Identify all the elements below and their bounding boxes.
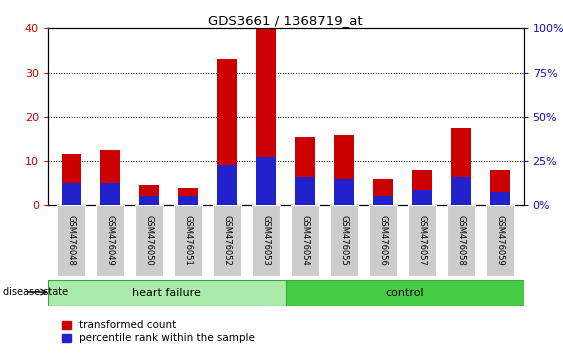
- Bar: [373, 179, 393, 205]
- Text: GSM476056: GSM476056: [379, 215, 388, 266]
- Bar: [178, 188, 198, 205]
- Bar: [101, 150, 120, 205]
- FancyBboxPatch shape: [213, 205, 242, 276]
- FancyBboxPatch shape: [486, 205, 514, 276]
- Bar: [217, 166, 237, 205]
- Text: GSM476052: GSM476052: [223, 215, 232, 266]
- Bar: [61, 154, 81, 205]
- Bar: [296, 137, 315, 205]
- FancyBboxPatch shape: [408, 205, 436, 276]
- Text: disease state: disease state: [3, 287, 68, 297]
- Text: GSM476049: GSM476049: [106, 215, 115, 266]
- FancyBboxPatch shape: [174, 205, 202, 276]
- Bar: [257, 156, 276, 205]
- Bar: [334, 179, 354, 205]
- Title: GDS3661 / 1368719_at: GDS3661 / 1368719_at: [208, 14, 363, 27]
- FancyBboxPatch shape: [96, 205, 124, 276]
- FancyBboxPatch shape: [330, 205, 358, 276]
- Text: GSM476048: GSM476048: [67, 215, 76, 266]
- Bar: [452, 177, 471, 205]
- Bar: [217, 59, 237, 205]
- FancyBboxPatch shape: [252, 205, 280, 276]
- Text: GSM476055: GSM476055: [339, 215, 348, 266]
- Bar: [490, 192, 510, 205]
- Text: GSM476054: GSM476054: [301, 215, 310, 266]
- Bar: [452, 128, 471, 205]
- FancyBboxPatch shape: [291, 205, 319, 276]
- Bar: [140, 185, 159, 205]
- Bar: [61, 183, 81, 205]
- Legend: transformed count, percentile rank within the sample: transformed count, percentile rank withi…: [61, 320, 255, 343]
- FancyBboxPatch shape: [48, 280, 285, 306]
- Text: GSM476057: GSM476057: [418, 215, 427, 266]
- FancyBboxPatch shape: [285, 280, 524, 306]
- Text: GSM476050: GSM476050: [145, 215, 154, 266]
- Bar: [178, 196, 198, 205]
- Text: GSM476058: GSM476058: [457, 215, 466, 266]
- Bar: [140, 196, 159, 205]
- Text: heart failure: heart failure: [132, 288, 201, 298]
- FancyBboxPatch shape: [447, 205, 475, 276]
- Bar: [490, 170, 510, 205]
- Bar: [373, 196, 393, 205]
- Bar: [296, 177, 315, 205]
- Text: GSM476059: GSM476059: [495, 215, 504, 266]
- Text: GSM476053: GSM476053: [262, 215, 271, 266]
- Bar: [101, 183, 120, 205]
- FancyBboxPatch shape: [369, 205, 397, 276]
- FancyBboxPatch shape: [135, 205, 163, 276]
- Bar: [413, 190, 432, 205]
- Bar: [413, 170, 432, 205]
- FancyBboxPatch shape: [57, 205, 85, 276]
- Text: control: control: [385, 288, 424, 298]
- Bar: [257, 28, 276, 205]
- Text: GSM476051: GSM476051: [184, 215, 193, 266]
- Bar: [334, 135, 354, 205]
